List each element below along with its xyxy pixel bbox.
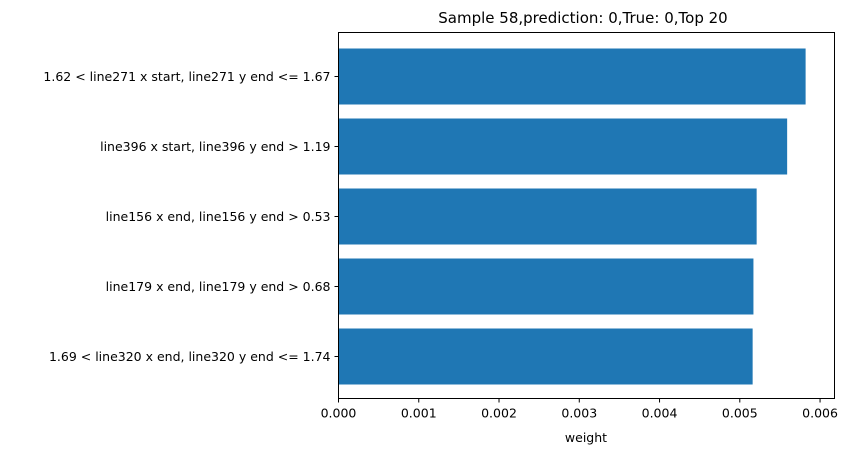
bars-group <box>338 48 806 385</box>
bar-1 <box>338 48 806 105</box>
y-tick-label: 1.69 < line320 x end, line320 y end <= 1… <box>49 349 331 364</box>
x-tick-label: 0.001 <box>401 406 437 421</box>
x-tick-label: 0.005 <box>722 406 758 421</box>
x-tick-label: 0.000 <box>321 406 357 421</box>
x-tick-label: 0.004 <box>642 406 678 421</box>
y-tick-labels: 1.62 < line271 x start, line271 y end <=… <box>43 69 339 364</box>
bar-2 <box>338 118 788 175</box>
x-axis-title: weight <box>565 430 607 445</box>
x-tick-label: 0.006 <box>802 406 838 421</box>
bar-3 <box>338 188 757 245</box>
y-tick-label: line156 x end, line156 y end > 0.53 <box>106 209 331 224</box>
x-axis: 0.000 0.001 0.002 0.003 0.004 0.005 0.006 <box>321 398 838 421</box>
x-tick-label: 0.003 <box>561 406 597 421</box>
y-tick-label: 1.62 < line271 x start, line271 y end <=… <box>43 69 330 84</box>
bar-5 <box>338 328 753 385</box>
plot-frame <box>338 32 835 399</box>
chart-title: Sample 58,prediction: 0,True: 0,Top 20 <box>438 9 727 27</box>
bar-4 <box>338 258 754 315</box>
x-tick-label: 0.002 <box>481 406 517 421</box>
y-tick-label: line179 x end, line179 y end > 0.68 <box>106 279 331 294</box>
y-tick-label: line396 x start, line396 y end > 1.19 <box>100 139 330 154</box>
